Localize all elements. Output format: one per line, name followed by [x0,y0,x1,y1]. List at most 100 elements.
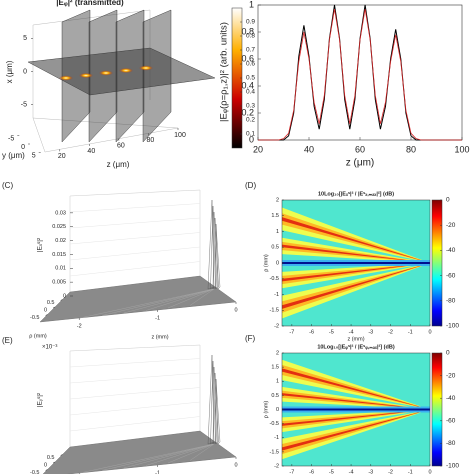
y-tick-label: 0.4 [241,80,254,90]
y-tick-label: 1 [276,229,279,235]
beam [282,364,430,410]
beam [282,409,430,455]
surface-spike [212,366,218,445]
x-tick-label: 0 [428,469,431,474]
x-tick-label: 5 [23,35,27,42]
surface-ray [79,443,215,474]
wall-grid [69,372,201,384]
x-tick-label: 60 [355,144,365,154]
surface-ray [123,443,215,469]
surface-ray [123,288,215,314]
x-tick-label: -5 [329,469,334,474]
beam [282,409,430,433]
surface-spike [212,211,218,290]
colorbar-tick-label: -80 [446,440,456,447]
series-line [258,9,462,141]
surface-ray [167,443,215,464]
beam [282,263,430,289]
y-tick-label: 0.5 [271,245,279,251]
y-tick-label: 0.8 [241,26,254,36]
axis-line [282,262,430,264]
axis-exponent: ×10⁻³ [42,345,57,351]
axis-label: x (μm) [5,60,14,83]
wall-grid [69,401,201,416]
surface-ray [101,443,215,471]
x-tick-label: -2 [388,469,393,474]
axis-label: z (μm) [107,160,130,169]
x-tick-label: -3 [368,329,373,335]
x-tick-label: -3 [368,469,373,474]
rho-tick-mark [45,469,48,471]
y-tick-label: 0.5 [271,393,279,399]
y-tick-label: -1.5 [270,449,279,455]
axis-line [282,408,430,411]
y-tick-label: -2 [274,463,279,469]
y-tick-label: -2 [274,323,279,329]
y-tick-label: -1 [274,292,279,298]
plot-frame [257,4,463,141]
colorbar-tick-label: 0.1 [246,131,255,138]
colorbar [431,352,443,467]
rho-tick-label: 0 [44,307,47,313]
hot-spot [79,73,93,78]
x-tick-label: -6 [309,469,314,474]
z-tick-label: 20 [58,153,66,160]
x-tick-label: 100 [454,144,469,154]
beam [282,359,430,410]
y-tick-label: -5 [8,135,14,142]
x-tick-label: -6 [309,329,314,335]
surface-spike [207,354,215,445]
x-tick-label: -5 [21,102,27,109]
y-tick-label: -1 [274,435,279,441]
beam [282,244,430,263]
colorbar-tick-label: 0.8 [246,33,255,40]
colorbar-tick-label: -20 [446,372,456,379]
wall-grid [69,203,201,213]
surface-spike [215,378,221,445]
rho-tick-mark [60,299,63,301]
surface-floor [42,430,237,474]
z-tick-label: 0.01 [55,266,66,272]
y-tick-label: 2 [276,197,279,203]
box-edge [32,117,46,153]
vertical-slice [88,9,118,143]
x-tick-label: -5 [329,329,334,335]
z-tick-label: 0.03 [55,210,66,216]
colorbar-tick-label: 0.3 [246,103,255,110]
hot-spot [139,65,153,71]
surface-ray [189,288,215,306]
surface-spike [215,223,221,290]
rho-tick-mark [60,454,63,456]
beam [282,263,430,285]
y-tick-label: 1.5 [271,213,279,219]
axis-label: z (mm) [151,334,168,340]
surface-floor [39,275,237,323]
axis-label: |Eᵧˢ|² [37,392,44,407]
y-tick-label: 1.5 [271,365,279,371]
wall-grid [69,261,201,277]
rho-tick-label: -0.5 [30,470,39,474]
y-tick-label: 0.2 [241,107,254,117]
x-tick-label: -1 [408,469,413,474]
colorbar-tick-label: -40 [446,247,456,254]
colorbar-tick-label: -40 [446,395,456,402]
y-tick-label: -0.5 [270,421,279,427]
box-edge [32,117,179,129]
y-tick-label: -1.5 [270,308,279,314]
z-axis-tick-label: -1 [155,470,160,474]
beam [282,241,430,263]
z-tick-label: 0.025 [52,224,66,230]
y-tick-label: 1 [249,0,254,9]
panel-title: |Eᵩ|² (transmitted) [56,0,124,7]
box-edge [32,9,151,26]
surface-ray [79,288,215,319]
surface-ray [167,288,215,309]
colorbar-tick-label: 0 [446,197,450,204]
panel-label: (E) [2,336,13,345]
x-tick-label: -4 [349,469,354,474]
axis-label: |Eₓˢ|² [37,237,44,252]
x-tick-label: -1 [408,329,413,335]
colorbar-tick-label: 0.4 [246,89,255,96]
z-axis-tick-label: 0 [234,307,237,313]
